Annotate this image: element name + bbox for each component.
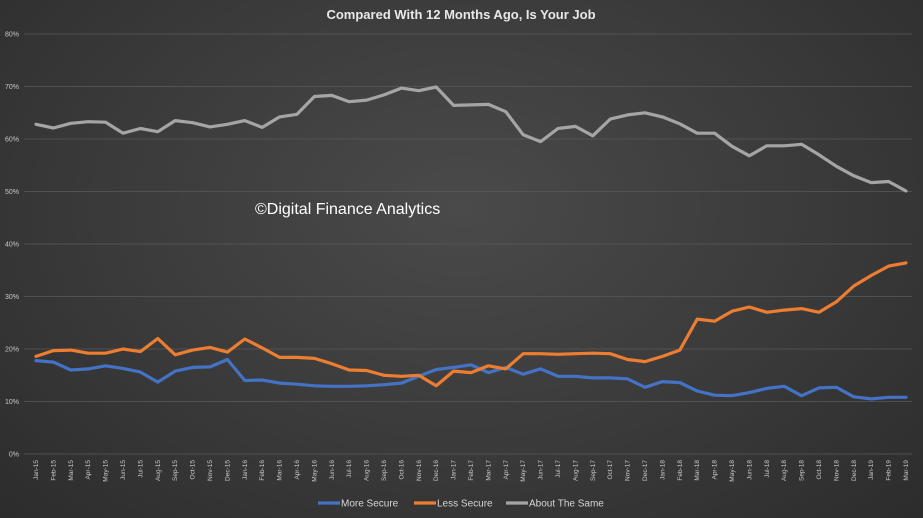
x-tick-label: Apr-16	[294, 460, 301, 480]
y-tick-label: 30%	[5, 294, 19, 301]
legend-label-about-the-same: About The Same	[529, 499, 604, 510]
x-tick-label: Oct-15	[190, 460, 197, 480]
legend-label-more-secure: More Secure	[341, 499, 399, 510]
x-tick-label: Nov-15	[207, 460, 214, 481]
gridlines	[24, 33, 912, 455]
x-tick-label: Oct-16	[398, 460, 405, 480]
x-tick-label: Jan-17	[451, 460, 458, 480]
x-tick-label: Dec-18	[851, 460, 858, 481]
x-tick-label: Jul-16	[346, 460, 353, 478]
x-tick-label: Mar-17	[485, 460, 492, 481]
series-line-about-the-same	[34, 85, 908, 193]
y-tick-label: 60%	[5, 137, 19, 144]
x-tick-label: Oct-18	[816, 460, 823, 480]
x-tick-label: Apr-15	[85, 460, 92, 480]
x-tick-label: Nov-18	[833, 460, 840, 481]
y-tick-label: 80%	[5, 32, 19, 39]
x-tick-label: May-15	[103, 460, 110, 482]
x-tick-label: Feb-17	[468, 460, 475, 481]
x-tick-label: Aug-15	[155, 460, 162, 481]
x-tick-label: May-18	[729, 460, 736, 482]
x-tick-label: Aug-16	[364, 460, 371, 481]
x-tick-label: Nov-16	[416, 460, 423, 481]
y-tick-label: 50%	[5, 189, 19, 196]
x-tick-label: Oct-17	[607, 460, 614, 480]
y-tick-label: 70%	[5, 84, 19, 91]
x-tick-label: Apr-17	[503, 460, 510, 480]
x-tick-label: Feb-16	[259, 460, 266, 481]
x-tick-label: Aug-17	[572, 460, 579, 481]
x-tick-label: Jun-15	[120, 460, 127, 480]
x-tick-label: Jan-15	[33, 460, 40, 480]
x-tick-label: Sep-18	[799, 460, 806, 481]
x-tick-label: Sep-16	[381, 460, 388, 481]
x-tick-label: Mar-19	[903, 460, 910, 481]
x-tick-label: Jul-17	[555, 460, 562, 478]
x-tick-label: May-16	[311, 460, 318, 482]
chart-title: Compared With 12 Months Ago, Is Your Job	[326, 7, 595, 22]
x-tick-label: Jan-19	[868, 460, 875, 480]
x-tick-label: Apr-18	[712, 460, 719, 480]
x-tick-label: Aug-18	[781, 460, 788, 481]
plot-area	[34, 85, 908, 401]
x-tick-label: Feb-15	[50, 460, 57, 481]
series-line-more-secure	[34, 357, 908, 401]
y-tick-label: 20%	[5, 347, 19, 354]
x-tick-label: Jul-18	[764, 460, 771, 478]
x-tick-label: Sep-17	[590, 460, 597, 481]
x-tick-label: Jun-17	[538, 460, 545, 480]
x-tick-label: Feb-19	[886, 460, 893, 481]
x-tick-label: Jun-16	[329, 460, 336, 480]
x-tick-label: Jul-15	[137, 460, 144, 478]
y-tick-label: 40%	[5, 242, 19, 249]
x-tick-label: Mar-16	[277, 460, 284, 481]
x-tick-label: May-17	[520, 460, 527, 482]
legend: More Secure Less Secure About The Same	[318, 499, 604, 510]
x-tick-label: Jan-16	[242, 460, 249, 480]
x-tick-label: Feb-18	[677, 460, 684, 481]
x-tick-label: Mar-18	[694, 460, 701, 481]
x-tick-label: Dec-16	[433, 460, 440, 481]
x-tick-label: Jun-18	[746, 460, 753, 480]
y-tick-label: 0%	[9, 452, 19, 459]
x-tick-label: Sep-15	[172, 460, 179, 481]
x-tick-label: Dec-17	[642, 460, 649, 481]
series-line-less-secure	[34, 261, 908, 388]
x-tick-label: Jan-18	[659, 460, 666, 480]
y-axis: 0% 10% 20% 30% 40% 50% 60% 70% 80%	[5, 32, 19, 459]
y-tick-label: 10%	[5, 399, 19, 406]
watermark: ©Digital Finance Analytics	[255, 201, 440, 218]
x-tick-label: Dec-15	[224, 460, 231, 481]
x-tick-label: Mar-15	[68, 460, 75, 481]
legend-label-less-secure: Less Secure	[437, 499, 493, 510]
x-axis: Jan-15 Feb-15 Mar-15 Apr-15 May-15 Jun-15 Jul-…	[33, 460, 910, 482]
x-tick-label: Nov-17	[625, 460, 632, 481]
